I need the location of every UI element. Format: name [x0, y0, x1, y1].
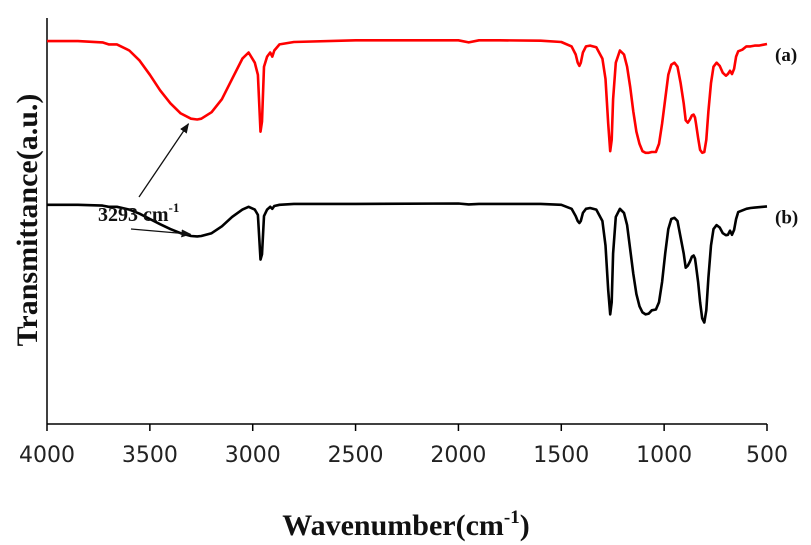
annotation-arrow-upper [138, 123, 190, 198]
x-tick-label-1500: 1500 [533, 443, 589, 468]
x-tick-labels: 4000 3500 3000 2500 2000 1500 1000 500 [19, 443, 788, 468]
series-layer [47, 39, 768, 324]
annotation-arrow-lower [130, 228, 192, 238]
series-labels: (a) (b) [775, 45, 798, 228]
x-tick-label-500: 500 [746, 443, 788, 468]
x-tick-label-2500: 2500 [328, 443, 384, 468]
x-axis-title: Wavenumber(cm-1) [282, 507, 529, 542]
x-tick-label-3000: 3000 [225, 443, 281, 468]
series-label-a: (a) [775, 45, 797, 66]
x-tick-label-1000: 1000 [636, 443, 692, 468]
annotation-3293: 3293 cm-1 [98, 123, 192, 238]
series-label-b: (b) [775, 207, 798, 228]
x-ticks [46, 424, 768, 431]
annotation-label: 3293 cm-1 [98, 200, 179, 226]
x-tick-label-2000: 2000 [430, 443, 486, 468]
x-tick-label-3500: 3500 [122, 443, 178, 468]
x-tick-label-4000: 4000 [19, 443, 75, 468]
plot-area: 4000 3500 3000 2500 2000 1500 1000 500 (a) (b) [19, 18, 798, 468]
series-line-b [47, 202, 768, 324]
series-line-a [47, 39, 768, 155]
y-axis-title: Transmittance(a.u.) [11, 94, 44, 347]
